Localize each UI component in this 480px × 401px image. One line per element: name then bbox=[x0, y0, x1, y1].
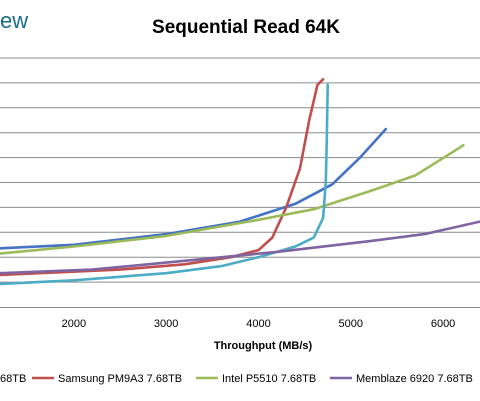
gridlines bbox=[0, 57, 480, 283]
series-line bbox=[0, 83, 330, 286]
legend: 68TB Samsung PM9A3 7.68TB Intel P5510 7.68… bbox=[0, 373, 473, 385]
series-line bbox=[0, 143, 465, 255]
brand-logo-fragment: ew bbox=[0, 8, 28, 33]
series-line bbox=[0, 127, 388, 250]
x-axis-tick-labels: 2000 3000 4000 5000 6000 bbox=[62, 318, 456, 330]
x-tick-label: 4000 bbox=[246, 318, 270, 330]
x-tick-label: 2000 bbox=[62, 318, 86, 330]
x-tick-label: 5000 bbox=[339, 318, 363, 330]
legend-label: Samsung PM9A3 7.68TB bbox=[58, 373, 182, 385]
x-axis-label: Throughput (MB/s) bbox=[214, 340, 313, 352]
chart-title: Sequential Read 64K bbox=[152, 17, 340, 38]
x-tick-label: 3000 bbox=[154, 318, 178, 330]
series-line bbox=[0, 78, 325, 277]
legend-label: 68TB bbox=[0, 373, 26, 385]
x-tick-label: 6000 bbox=[431, 318, 455, 330]
legend-label: Memblaze 6920 7.68TB bbox=[356, 373, 473, 385]
series-lines bbox=[0, 78, 480, 286]
series-line bbox=[0, 220, 480, 275]
legend-label: Intel P5510 7.68TB bbox=[222, 373, 316, 385]
